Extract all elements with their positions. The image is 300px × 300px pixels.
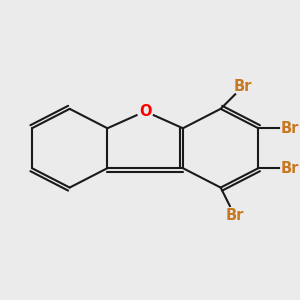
Text: O: O [139,104,152,119]
Circle shape [137,103,153,119]
Text: Br: Br [233,80,252,94]
Circle shape [281,159,298,177]
Text: Br: Br [225,208,244,223]
Circle shape [226,207,243,224]
Text: Br: Br [280,161,299,176]
Text: Br: Br [280,121,299,136]
Circle shape [281,119,298,137]
Circle shape [234,78,251,96]
